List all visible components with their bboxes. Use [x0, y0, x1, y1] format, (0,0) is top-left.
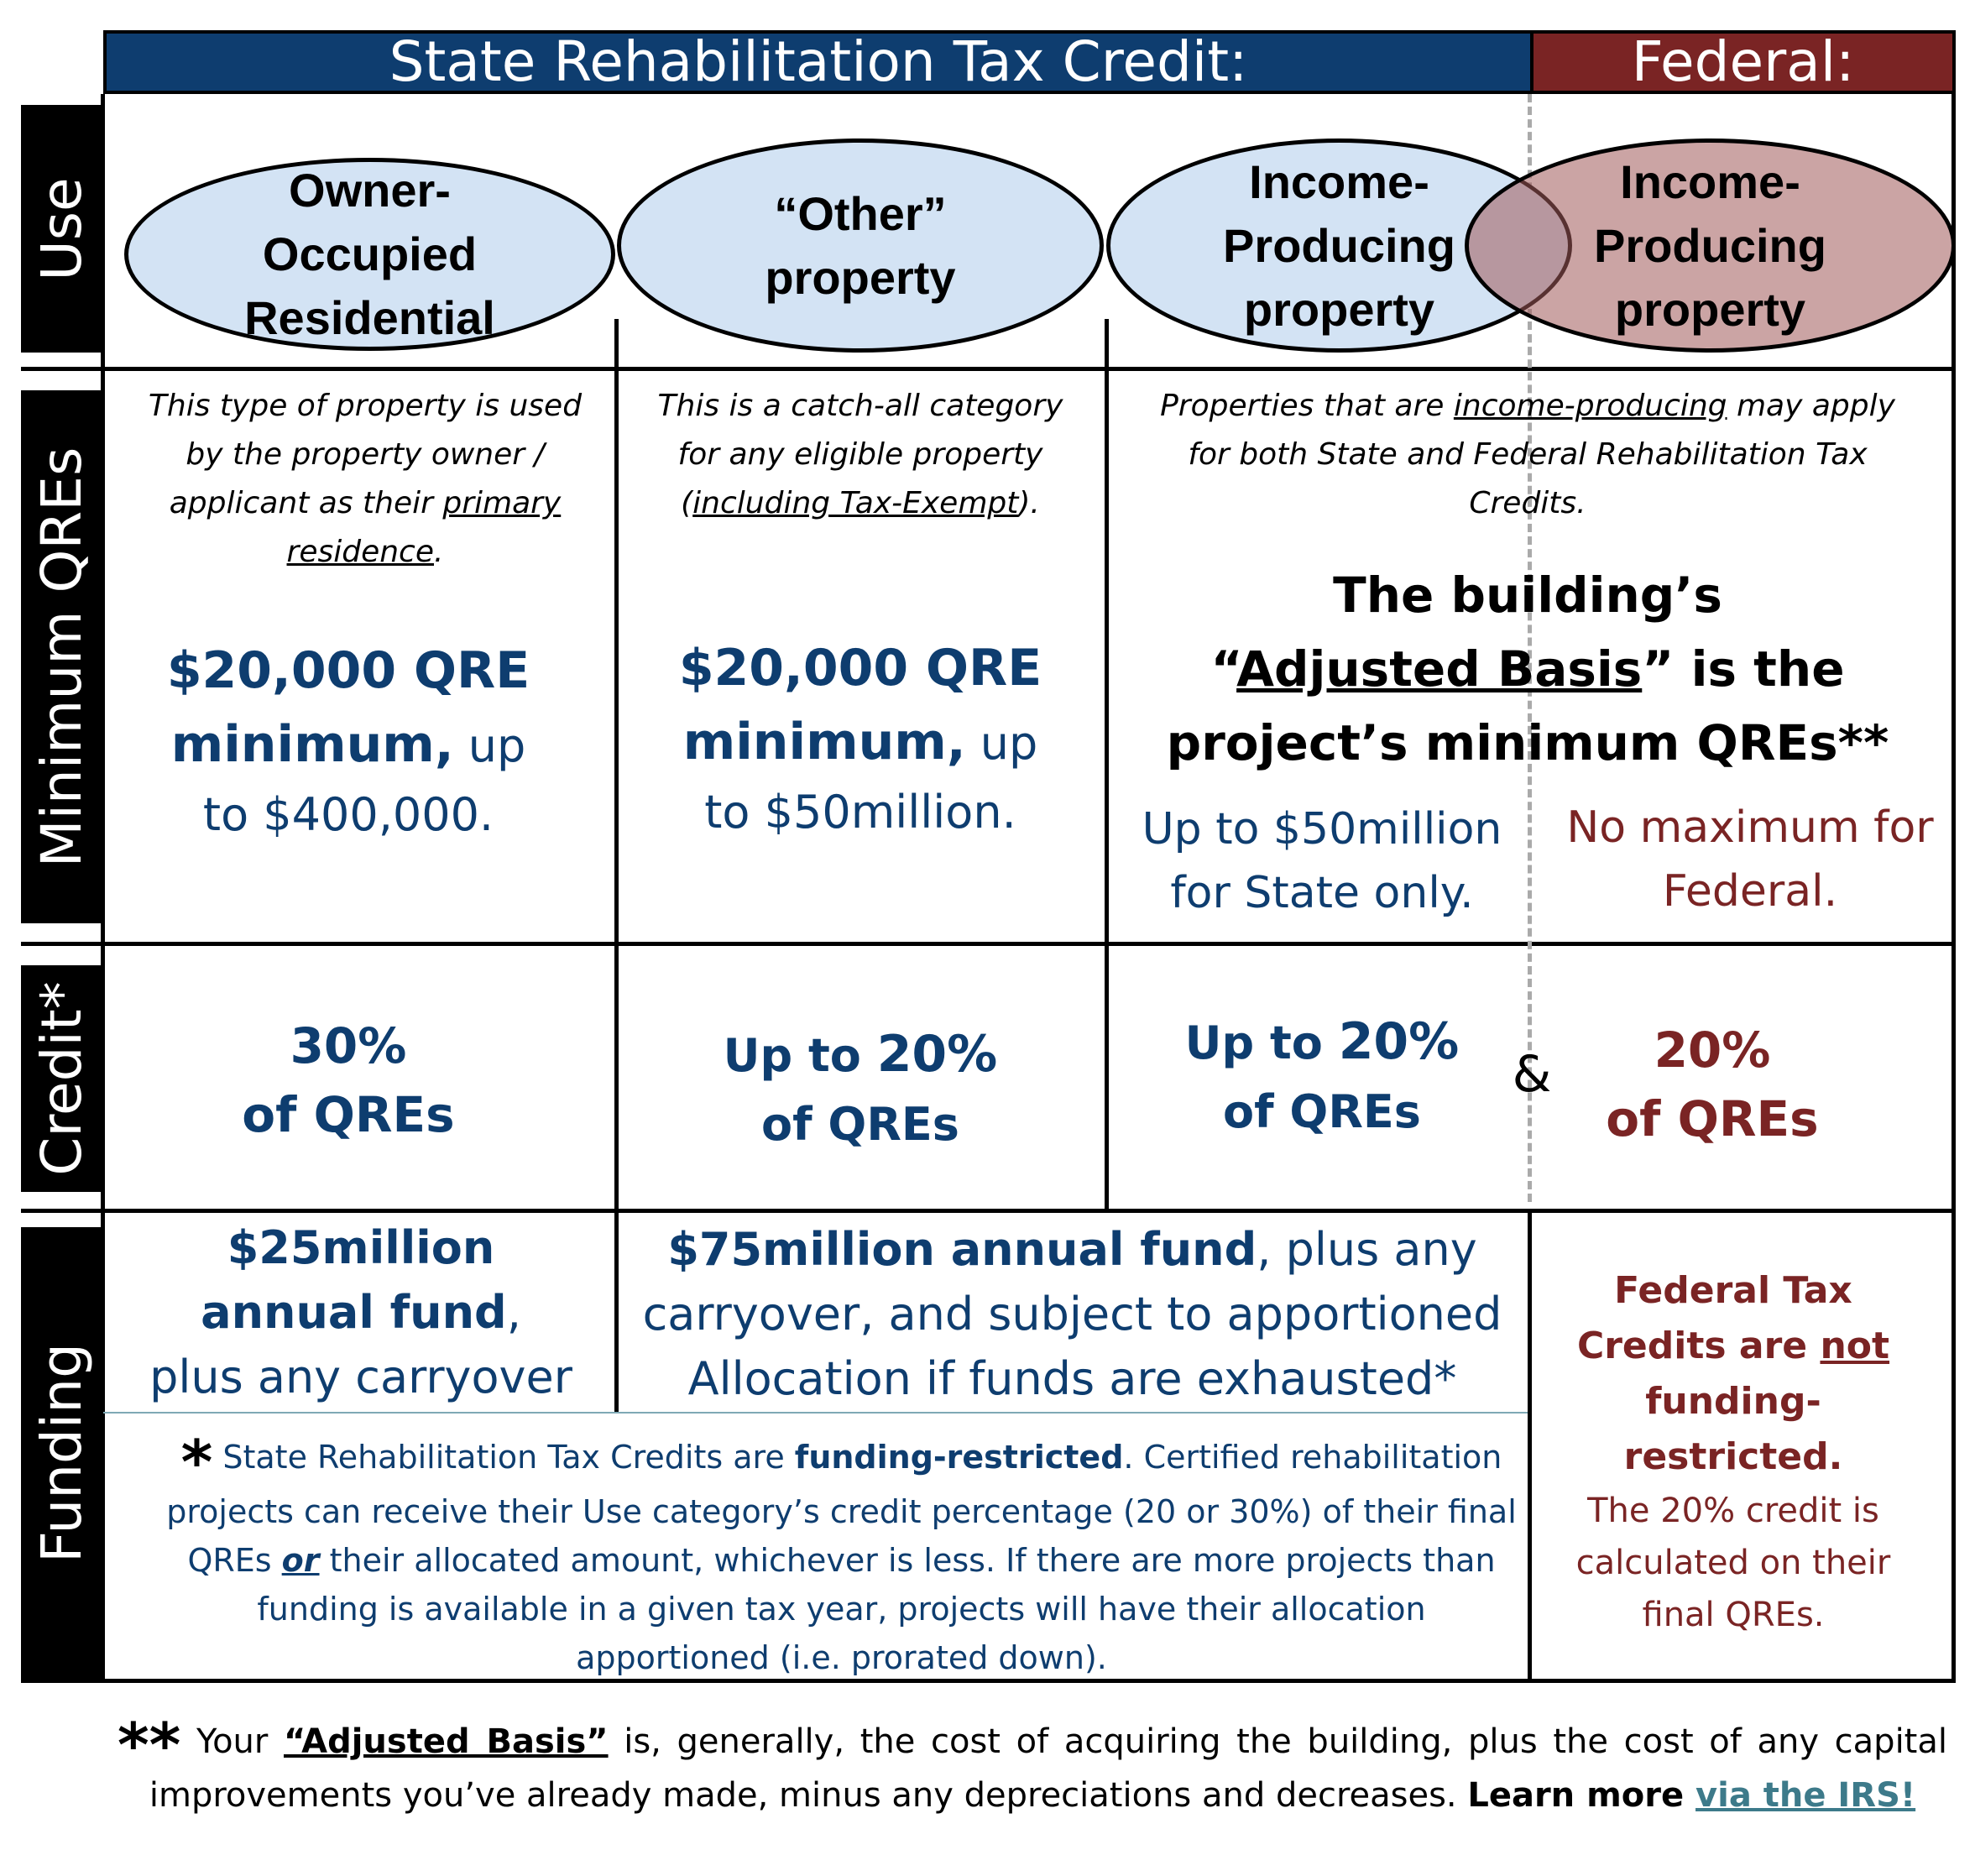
income-producing-federal-oval: Income- Producing property — [1465, 138, 1956, 353]
row-label-funding: Funding — [21, 1227, 103, 1679]
state-maximum: Up to $50million for State only. — [1142, 804, 1502, 918]
federal-funding: Federal Tax Credits are not funding-rest… — [1575, 1269, 1891, 1634]
row-divider-credit — [21, 1209, 1956, 1213]
federal-header: Federal: — [1530, 30, 1956, 94]
adjusted-basis-statement: The building’s “Adjusted Basis” is the p… — [1166, 567, 1889, 771]
owner-occupied-credit: 30% of QREs — [242, 1017, 455, 1143]
table-border-bottom — [21, 1679, 1956, 1683]
funding-restriction-note: * State Rehabilitation Tax Credits are f… — [166, 1427, 1517, 1676]
income-producing-description: Properties that are income-producing may… — [1160, 389, 1895, 520]
other-property-credit: Up to 20% of QREs — [723, 1025, 998, 1151]
table-border-right — [1951, 94, 1956, 1683]
other-property-description: This is a catch-all category for any eli… — [657, 389, 1063, 520]
irs-link[interactable]: via the IRS! — [1695, 1776, 1916, 1815]
owner-occupied-description: This type of property is used by the pro… — [148, 389, 583, 569]
other-property-oval: “Other” property — [617, 138, 1104, 353]
and-symbol: & — [1512, 1045, 1552, 1104]
adjusted-basis-footnote: ** Your “Adjusted Basis” is, generally, … — [118, 1710, 1947, 1815]
column-divider-federal — [1528, 1209, 1532, 1683]
federal-maximum: No maximum for Federal. — [1566, 802, 1934, 917]
row-label-minimum-qres: Minimum QREs — [21, 390, 103, 923]
row-label-use: Use — [21, 105, 103, 353]
state-header: State Rehabilitation Tax Credit: — [103, 30, 1530, 94]
asterisk-icon: * — [180, 1427, 213, 1497]
state-federal-divider — [1528, 94, 1532, 1202]
other-income-funding: $75million annual fund, plus any carryov… — [642, 1223, 1502, 1405]
other-property-minimum: $20,000 QRE minimum, up to $50million. — [678, 639, 1042, 839]
federal-credit: 20% of QREs — [1606, 1022, 1819, 1147]
double-asterisk-icon: ** — [118, 1710, 181, 1780]
owner-occupied-oval: Owner- Occupied Residential — [124, 158, 615, 351]
income-producing-state-credit: Up to 20% of QREs — [1184, 1012, 1460, 1138]
funding-note-divider — [103, 1412, 1528, 1414]
row-label-credit: Credit* — [21, 965, 103, 1192]
owner-occupied-minimum: $20,000 QRE minimum, up to $400,000. — [166, 641, 530, 841]
owner-occupied-funding: $25million annual fund, plus any carryov… — [149, 1221, 572, 1403]
row-divider-use — [21, 367, 1956, 371]
row-divider-minimum — [21, 942, 1956, 946]
table-border-left — [101, 94, 105, 1683]
column-divider-1 — [614, 319, 619, 1412]
column-divider-2 — [1105, 319, 1109, 1209]
